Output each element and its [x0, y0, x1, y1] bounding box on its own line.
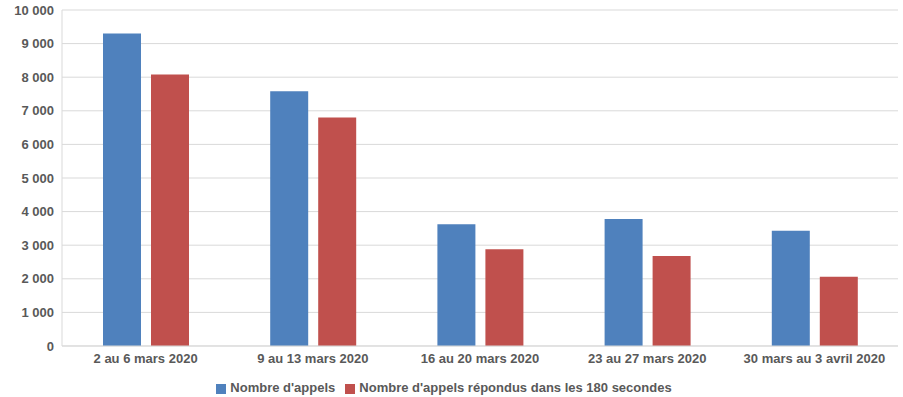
svg-text:8 000: 8 000: [21, 70, 54, 85]
svg-text:6 000: 6 000: [21, 137, 54, 152]
svg-text:30 mars au 3 avril 2020: 30 mars au 3 avril 2020: [744, 351, 886, 366]
svg-text:16 au 20 mars 2020: 16 au 20 mars 2020: [421, 351, 540, 366]
svg-text:7 000: 7 000: [21, 103, 54, 118]
svg-text:5 000: 5 000: [21, 171, 54, 186]
svg-text:2 000: 2 000: [21, 271, 54, 286]
svg-text:9 000: 9 000: [21, 36, 54, 51]
svg-text:1 000: 1 000: [21, 305, 54, 320]
svg-text:0: 0: [47, 339, 54, 354]
svg-text:23 au 27 mars 2020: 23 au 27 mars 2020: [588, 351, 707, 366]
svg-text:4 000: 4 000: [21, 204, 54, 219]
svg-text:9 au 13 mars 2020: 9 au 13 mars 2020: [257, 351, 368, 366]
svg-text:10 000: 10 000: [14, 3, 54, 18]
svg-text:3 000: 3 000: [21, 238, 54, 253]
html-text:Nombre d'appels: Nombre d'appels: [230, 380, 336, 395]
svg-text:2 au 6 mars 2020: 2 au 6 mars 2020: [94, 351, 198, 366]
html-text:Nombre d'appels répondus dans: Nombre d'appels répondus dans les 180 se…: [359, 380, 672, 395]
